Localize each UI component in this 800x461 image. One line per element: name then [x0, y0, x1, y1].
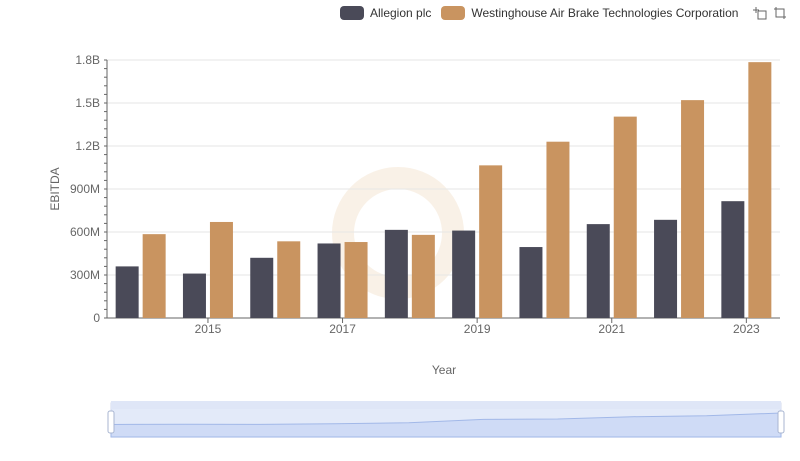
bar-wabtec[interactable] — [277, 241, 301, 318]
bar-allegion[interactable] — [721, 201, 745, 318]
legend-swatch-allegion — [340, 6, 364, 20]
bar-allegion[interactable] — [654, 219, 678, 318]
y-tick-label: 1.2B — [75, 139, 100, 153]
bar-wabtec[interactable] — [681, 100, 705, 318]
zoom-reset-icon[interactable] — [772, 5, 788, 21]
bar-allegion[interactable] — [519, 247, 543, 318]
bar-allegion[interactable] — [250, 257, 274, 318]
bar-wabtec[interactable] — [613, 116, 637, 318]
legend-item-wabtec[interactable]: Westinghouse Air Brake Technologies Corp… — [441, 6, 738, 20]
y-tick-label: 1.5B — [75, 96, 100, 110]
x-tick-label: 2017 — [329, 322, 356, 336]
x-tick-label: 2019 — [464, 322, 491, 336]
y-tick-label: 600M — [70, 225, 100, 239]
legend-swatch-wabtec — [441, 6, 466, 20]
bar-allegion[interactable] — [182, 273, 206, 318]
y-tick-label: 300M — [70, 268, 100, 282]
bar-wabtec[interactable] — [479, 165, 503, 318]
zoom-icon[interactable] — [752, 5, 768, 21]
x-tick-label: 2021 — [598, 322, 625, 336]
x-tick-label: 2015 — [195, 322, 222, 336]
x-tick-label: 2023 — [733, 322, 760, 336]
legend: Allegion plc Westinghouse Air Brake Tech… — [340, 4, 748, 22]
data-zoom-move-bar[interactable] — [111, 401, 781, 409]
bar-wabtec[interactable] — [209, 221, 233, 318]
bar-allegion[interactable] — [317, 243, 341, 318]
bar-allegion[interactable] — [452, 230, 476, 318]
x-axis-title: Year — [432, 363, 456, 377]
bar-wabtec[interactable] — [344, 242, 368, 318]
bar-allegion[interactable] — [586, 224, 610, 318]
legend-item-allegion[interactable]: Allegion plc — [340, 6, 431, 20]
data-zoom-handle-right[interactable] — [777, 410, 785, 434]
y-tick-label: 1.8B — [75, 53, 100, 67]
y-tick-label: 0 — [93, 311, 100, 325]
legend-label-wabtec: Westinghouse Air Brake Technologies Corp… — [471, 6, 739, 20]
y-axis-title: EBITDA — [48, 167, 62, 210]
y-tick-label: 900M — [70, 182, 100, 196]
legend-label-allegion: Allegion plc — [370, 6, 432, 20]
bar-wabtec[interactable] — [748, 62, 772, 319]
toolbox — [748, 5, 788, 21]
bar-allegion[interactable] — [115, 266, 139, 318]
bar-wabtec[interactable] — [411, 234, 435, 318]
bar-allegion[interactable] — [384, 229, 408, 318]
data-zoom-handle-left[interactable] — [107, 410, 115, 434]
bar-wabtec[interactable] — [546, 141, 570, 318]
bar-wabtec[interactable] — [142, 234, 166, 318]
